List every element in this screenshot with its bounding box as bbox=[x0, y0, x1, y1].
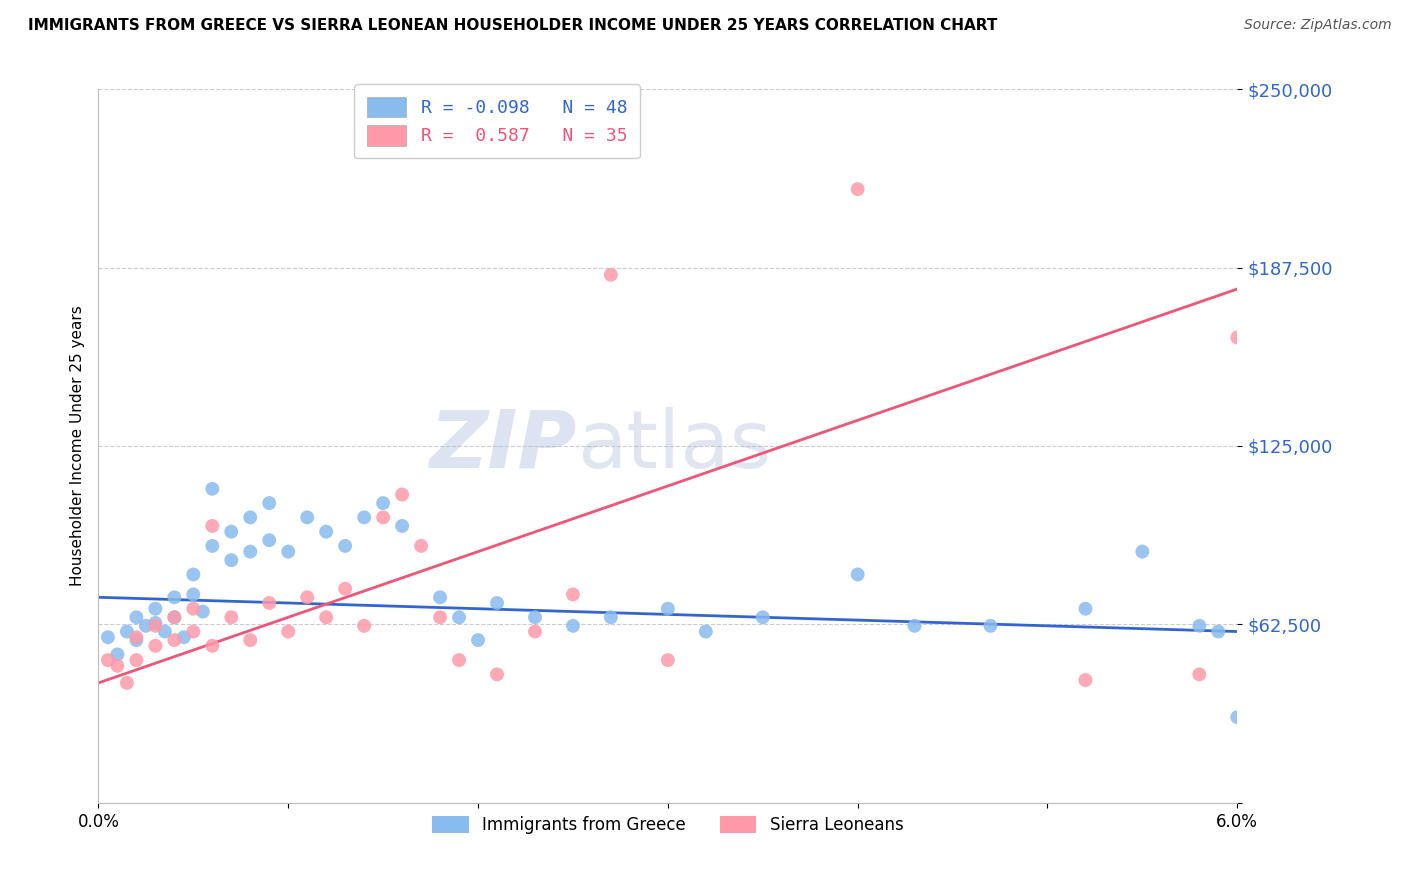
Point bbox=[353, 619, 375, 633]
Point bbox=[562, 587, 585, 601]
Point bbox=[259, 496, 281, 510]
Point bbox=[125, 630, 148, 644]
Point bbox=[163, 610, 186, 624]
Point bbox=[391, 487, 413, 501]
Point bbox=[335, 582, 357, 596]
Point bbox=[1074, 673, 1097, 687]
Point bbox=[107, 658, 129, 673]
Point bbox=[904, 619, 927, 633]
Point bbox=[125, 633, 148, 648]
Text: ZIP: ZIP bbox=[429, 407, 576, 485]
Point bbox=[97, 653, 120, 667]
Point bbox=[524, 624, 547, 639]
Point bbox=[486, 596, 509, 610]
Point bbox=[846, 182, 869, 196]
Point bbox=[173, 630, 195, 644]
Point bbox=[335, 539, 357, 553]
Point bbox=[486, 667, 509, 681]
Point bbox=[657, 653, 679, 667]
Point bbox=[163, 610, 186, 624]
Text: Source: ZipAtlas.com: Source: ZipAtlas.com bbox=[1244, 18, 1392, 32]
Point bbox=[562, 619, 585, 633]
Point bbox=[1208, 624, 1230, 639]
Y-axis label: Householder Income Under 25 years: Householder Income Under 25 years bbox=[69, 306, 84, 586]
Point bbox=[221, 553, 243, 567]
Point bbox=[391, 519, 413, 533]
Point bbox=[429, 591, 451, 605]
Point bbox=[183, 624, 205, 639]
Point bbox=[145, 601, 167, 615]
Point bbox=[657, 601, 679, 615]
Point bbox=[239, 633, 262, 648]
Point bbox=[371, 510, 394, 524]
Point bbox=[353, 510, 375, 524]
Point bbox=[239, 510, 262, 524]
Point bbox=[201, 539, 224, 553]
Point bbox=[183, 587, 205, 601]
Point bbox=[1188, 667, 1211, 681]
Point bbox=[980, 619, 1002, 633]
Point bbox=[163, 591, 186, 605]
Point bbox=[1226, 710, 1249, 724]
Point bbox=[239, 544, 262, 558]
Point bbox=[297, 510, 319, 524]
Point bbox=[1132, 544, 1154, 558]
Text: atlas: atlas bbox=[576, 407, 770, 485]
Point bbox=[277, 544, 299, 558]
Point bbox=[277, 624, 299, 639]
Point bbox=[201, 482, 224, 496]
Point bbox=[449, 610, 471, 624]
Point bbox=[524, 610, 547, 624]
Point bbox=[115, 624, 138, 639]
Point bbox=[115, 676, 138, 690]
Legend: Immigrants from Greece, Sierra Leoneans: Immigrants from Greece, Sierra Leoneans bbox=[422, 806, 914, 845]
Point bbox=[221, 610, 243, 624]
Text: IMMIGRANTS FROM GREECE VS SIERRA LEONEAN HOUSEHOLDER INCOME UNDER 25 YEARS CORRE: IMMIGRANTS FROM GREECE VS SIERRA LEONEAN… bbox=[28, 18, 997, 33]
Point bbox=[429, 610, 451, 624]
Point bbox=[125, 653, 148, 667]
Point bbox=[315, 610, 337, 624]
Point bbox=[752, 610, 775, 624]
Point bbox=[97, 630, 120, 644]
Point bbox=[183, 567, 205, 582]
Point bbox=[201, 639, 224, 653]
Point bbox=[145, 615, 167, 630]
Point bbox=[1188, 619, 1211, 633]
Point bbox=[600, 268, 623, 282]
Point bbox=[107, 648, 129, 662]
Point bbox=[449, 653, 471, 667]
Point bbox=[135, 619, 157, 633]
Point bbox=[467, 633, 489, 648]
Point bbox=[1074, 601, 1097, 615]
Point bbox=[695, 624, 717, 639]
Point bbox=[297, 591, 319, 605]
Point bbox=[315, 524, 337, 539]
Point bbox=[846, 567, 869, 582]
Point bbox=[600, 610, 623, 624]
Point bbox=[1226, 330, 1249, 344]
Point bbox=[145, 619, 167, 633]
Point bbox=[259, 533, 281, 548]
Point bbox=[145, 639, 167, 653]
Point bbox=[163, 633, 186, 648]
Point bbox=[259, 596, 281, 610]
Point bbox=[201, 519, 224, 533]
Point bbox=[371, 496, 394, 510]
Point bbox=[183, 601, 205, 615]
Point bbox=[191, 605, 214, 619]
Point bbox=[221, 524, 243, 539]
Point bbox=[411, 539, 433, 553]
Point bbox=[153, 624, 176, 639]
Point bbox=[125, 610, 148, 624]
